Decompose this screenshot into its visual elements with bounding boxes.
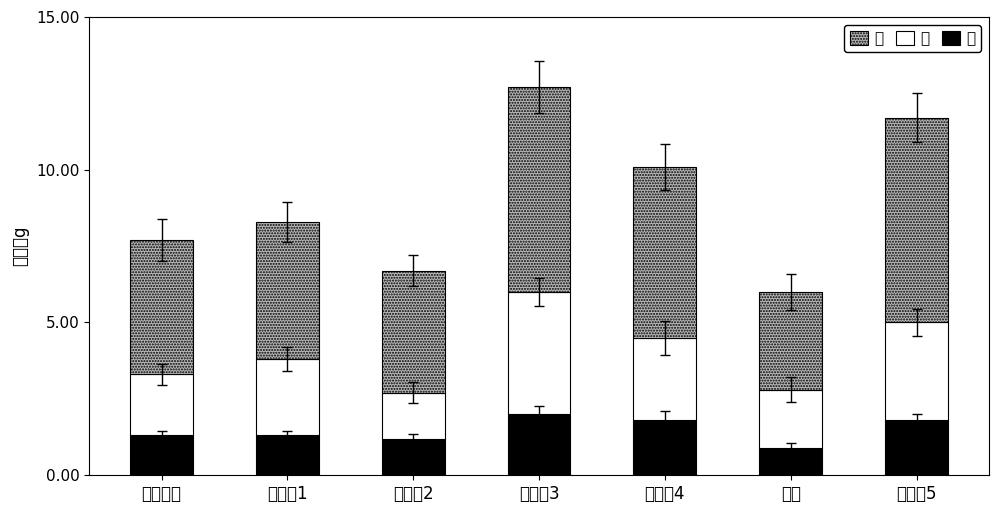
Bar — [759, 448, 822, 475]
Bar — [885, 322, 948, 420]
Bar — [508, 87, 570, 292]
Legend: 叶, 茎, 根: 叶, 茎, 根 — [844, 25, 981, 52]
Bar — [130, 374, 193, 435]
Bar — [382, 270, 445, 393]
Bar — [885, 420, 948, 475]
Bar — [633, 420, 696, 475]
Bar — [759, 390, 822, 448]
Bar — [885, 118, 948, 322]
Bar — [508, 292, 570, 414]
Bar — [633, 338, 696, 420]
Y-axis label: 干物质g: 干物质g — [11, 226, 29, 266]
Bar — [382, 393, 445, 438]
Bar — [633, 167, 696, 338]
Bar — [130, 435, 193, 475]
Bar — [256, 222, 319, 359]
Bar — [759, 292, 822, 390]
Bar — [130, 240, 193, 374]
Bar — [256, 359, 319, 435]
Bar — [508, 414, 570, 475]
Bar — [382, 438, 445, 475]
Bar — [256, 435, 319, 475]
